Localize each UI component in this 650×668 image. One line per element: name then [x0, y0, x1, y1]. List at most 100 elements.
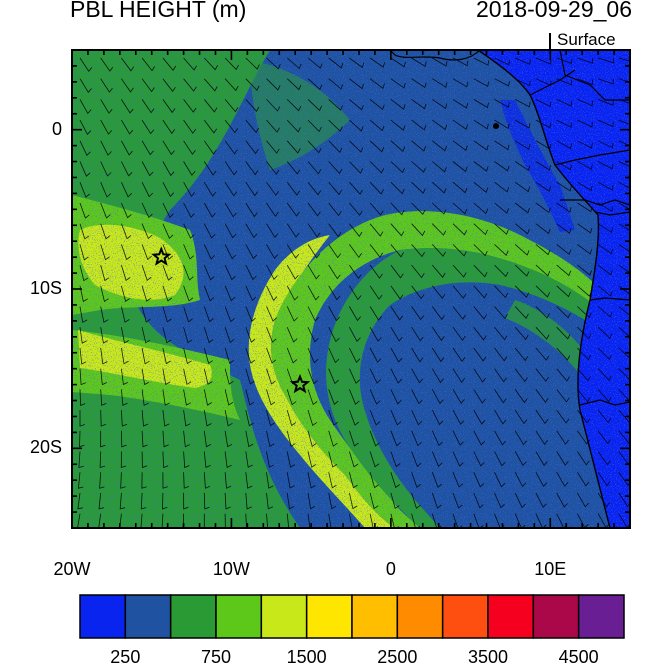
wind-barb — [556, 306, 571, 319]
wind-barb — [245, 244, 258, 260]
wind-barb — [266, 244, 279, 259]
wind-barb — [390, 285, 404, 300]
wind-barb — [618, 181, 630, 189]
wind-barb — [494, 119, 510, 130]
wind-barb — [577, 78, 593, 86]
colorbar-box — [169, 594, 217, 639]
wind-barb — [349, 306, 362, 322]
wind-barb — [535, 451, 548, 466]
wind-barb — [224, 181, 238, 197]
wind-barb — [411, 264, 425, 279]
wind-barb — [473, 285, 488, 299]
wind-barb — [597, 78, 614, 85]
colorbar-box — [487, 594, 535, 639]
wind-barb — [286, 181, 301, 196]
wind-barb — [245, 327, 256, 343]
wind-barb — [183, 78, 197, 92]
wind-barb — [121, 119, 134, 135]
wind-barb — [100, 347, 108, 365]
wind-barb — [162, 327, 172, 344]
wind-barb — [266, 472, 274, 489]
wind-barb — [432, 244, 446, 257]
wind-barb — [535, 492, 547, 508]
wind-barb — [349, 430, 359, 447]
wind-barb — [452, 368, 466, 383]
wind-barb — [79, 327, 87, 344]
wind-barb — [162, 430, 169, 448]
wind-barb — [286, 306, 298, 322]
wind-barb — [183, 285, 194, 302]
wind-barb — [286, 472, 295, 489]
wind-barb — [556, 99, 573, 107]
wind-barb — [349, 285, 362, 301]
wind-barb — [390, 161, 405, 174]
station-ascension-star — [151, 246, 172, 266]
wind-barb — [390, 202, 405, 216]
wind-barb — [452, 181, 468, 194]
wind-barb — [224, 202, 237, 218]
wind-barb — [121, 140, 133, 156]
wind-barb — [597, 181, 614, 191]
wind-barb — [100, 140, 112, 156]
wind-barb — [577, 57, 593, 64]
wind-barb — [473, 161, 489, 172]
wind-barb — [328, 327, 340, 343]
wind-barb — [618, 368, 630, 381]
wind-barb — [432, 202, 447, 215]
x-tick-label: 20W — [53, 559, 91, 579]
wind-barb — [349, 119, 364, 132]
wind-barb — [183, 347, 192, 365]
colorbar-label: 3500 — [467, 647, 509, 667]
wind-barb — [411, 306, 425, 321]
wind-barb — [473, 306, 487, 320]
wind-barb — [162, 140, 175, 156]
wind-barb — [535, 368, 549, 382]
wind-barb — [411, 472, 422, 488]
wind-barb — [411, 119, 427, 131]
wind-barb — [618, 244, 630, 253]
wind-barb — [79, 140, 91, 156]
wind-barb — [286, 347, 298, 364]
wind-barb — [121, 182, 132, 198]
wind-barb — [224, 430, 233, 448]
wind-barb — [556, 409, 570, 424]
wind-barb — [286, 430, 296, 447]
wind-barb — [266, 451, 274, 468]
wind-barb — [514, 389, 528, 404]
wind-barb — [390, 409, 402, 426]
wind-barb — [328, 389, 339, 405]
wind-barb — [390, 140, 406, 152]
wind-barb — [618, 347, 630, 359]
wind-barb — [452, 140, 468, 151]
wind-barb — [79, 161, 91, 177]
wind-barb — [577, 430, 590, 445]
wind-barb — [266, 513, 273, 528]
wind-barb — [514, 161, 531, 172]
wind-barb — [556, 244, 572, 255]
wind-barb — [577, 471, 590, 487]
wind-barb — [141, 99, 155, 114]
wind-barb — [369, 347, 382, 363]
wind-barb — [431, 389, 444, 405]
wind-barb — [121, 57, 135, 72]
wind-barb — [141, 264, 152, 281]
wind-barb — [141, 285, 152, 302]
wind-barb — [473, 472, 485, 488]
wind-barb — [411, 223, 426, 237]
wind-barb — [369, 99, 385, 111]
wind-barb — [452, 513, 463, 528]
wind-barb — [452, 306, 466, 320]
wind-barb — [431, 472, 443, 488]
wind-barb — [266, 223, 279, 238]
wind-barb — [203, 430, 212, 448]
wind-barb — [535, 99, 552, 108]
wind-barb — [162, 182, 175, 198]
colorbar-box — [79, 594, 127, 639]
wind-barb — [494, 264, 509, 278]
wind-barb — [556, 347, 571, 361]
wind-barb — [535, 161, 551, 171]
wind-barb — [286, 78, 302, 91]
wind-barb — [307, 430, 317, 447]
wind-barb — [452, 492, 463, 509]
wind-barb — [369, 389, 381, 405]
